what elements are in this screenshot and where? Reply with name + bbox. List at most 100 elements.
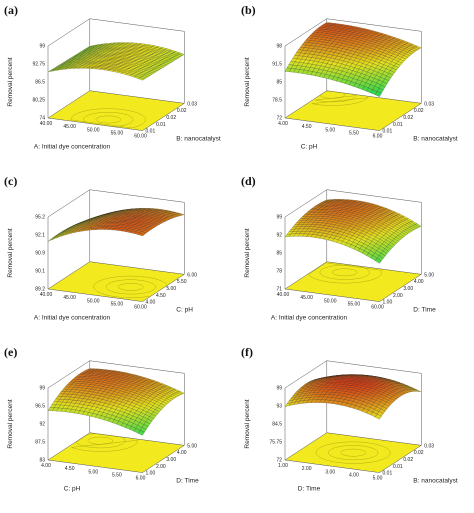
panel-a: (a) 74 80.25 86.5 92.75 99 40.00 45.00 50.00 55.0… [0,0,237,171]
x-axis-label: D: Time [298,486,321,493]
z-tick-label: 99 [39,44,45,50]
floor-contour [315,441,391,464]
z-axis-label: Removal percent [244,228,251,277]
z-tick-label: 71 [276,287,282,293]
floor-contour [308,262,383,284]
surface-cell [138,233,145,237]
z-tick-label: 75.75 [269,440,282,446]
z-tick-label: 83 [39,458,45,464]
x-tick-label: 4.00 [349,472,359,478]
x-axis-label: C: pH [301,144,318,151]
x-axis-label: A: Initial dye concentration [34,315,111,322]
x-tick-label: 5.00 [325,127,335,133]
panel-c: (c) 89.2 90.1 90.9 92.1 95.2 40.00 45.00 50.00 55… [0,171,237,342]
z-tick-label: 93 [276,404,282,410]
x-tick-label: 45.00 [63,124,76,130]
y-tick-label: 0.02 [166,115,176,121]
floor-plane [284,261,423,302]
z-tick-label: 96.5 [35,404,45,410]
z-tick-label: 92.75 [32,62,45,68]
z-tick-label: 99 [276,215,282,221]
z-tick-label: 80.25 [32,98,45,104]
box-edge [47,189,90,218]
x-tick-label: 5.50 [349,130,359,136]
x-tick-label: 6.00 [373,134,383,140]
x-tick-label: 4.00 [41,463,51,469]
box-edge [89,18,185,32]
panel-label: (e) [4,345,17,359]
floor-contour [83,112,134,127]
z-tick-label: 98 [276,44,282,50]
y-tick-label: 1.00 [146,471,156,477]
x-tick-label: 2.00 [302,466,312,472]
z-axis-label: Removal percent [7,399,14,448]
z-tick-label: 99 [276,386,282,392]
floor-contour [319,90,345,99]
x-tick-label: 55.00 [348,301,361,307]
box-edge [326,360,422,374]
z-tick-label: 95.2 [35,215,45,221]
x-tick-label: 55.00 [111,301,124,307]
x-tick-label: 45.00 [300,295,313,301]
x-axis-label: A: Initial dye concentration [34,144,111,151]
z-tick-label: 91.5 [272,62,282,68]
floor-contour [95,115,121,124]
y-axis-label: D: Time [176,478,199,485]
surface-cell [375,414,382,420]
y-tick-label: 4.00 [146,300,156,306]
z-tick-label: 92 [39,422,45,428]
panel-b: (b) 72 78.5 85 91.5 98 4.00 4.50 5.00 5.50 6.00 0.0… [237,0,474,171]
y-tick-label: 0.02 [414,108,424,114]
panel-e: (e) 83 87.5 92 96.5 99 4.00 4.50 5.00 5.50 6.00 1.0… [0,342,237,513]
floor-contour [118,283,144,291]
panel-f: (f) 72 75.75 84.5 93 99 1.00 2.00 3.00 4.00 5.00 0.… [237,342,474,513]
box-edge [47,360,90,389]
z-tick-label: 92 [276,233,282,239]
panel-d: (d) 71 78 85 92 99 40.00 45.00 50.00 55.00 60.00 1.… [237,171,474,342]
chart-svg: (e) 83 87.5 92 96.5 99 4.00 4.50 5.00 5.50 6.001.0… [4,345,199,493]
x-tick-label: 3.00 [325,469,335,475]
y-tick-label: 5.00 [424,272,434,278]
chart-svg: (a) 74 80.25 86.5 92.75 99 40.00 45.00 50.00 55.0… [4,3,221,151]
response-surface [47,42,185,81]
z-tick-label: 90.9 [35,251,45,257]
z-tick-label: 78.5 [272,98,282,104]
floor-contour [315,95,358,103]
z-tick-label: 78 [276,269,282,275]
x-tick-label: 4.50 [65,466,75,472]
y-tick-label: 0.03 [424,443,434,449]
y-tick-label: 5.00 [187,443,197,449]
panel-label: (d) [241,174,256,188]
surface-cell [137,77,145,81]
y-axis-label: D: Time [413,307,436,314]
floor-contour [340,448,366,457]
floor-contour [332,268,358,277]
response-surface [47,368,185,436]
y-tick-label: 0.02 [414,450,424,456]
response-surface [47,208,185,242]
box-edge [89,189,185,203]
z-tick-label: 92.1 [35,233,45,239]
chart-svg: (c) 89.2 90.1 90.9 92.1 95.2 40.00 45.00 50.00 55… [4,174,197,322]
floor-contour [311,97,369,106]
box-edge [89,360,185,374]
y-tick-label: 0.01 [383,129,393,135]
y-tick-label: 5.50 [177,279,187,285]
x-tick-label: 45.00 [63,295,76,301]
floor-plane [47,432,186,473]
y-tick-label: 6.00 [187,272,197,278]
x-tick-label: 55.00 [111,130,124,136]
chart-svg: (d) 71 78 85 92 99 40.00 45.00 50.00 55.00 60.001.… [241,174,436,322]
y-tick-label: 0.03 [424,101,434,107]
floor-contour [105,279,156,295]
x-tick-label: 6.00 [136,476,146,482]
y-tick-label: 0.01 [156,122,166,128]
floor-contour [75,433,126,449]
panel-label: (c) [4,174,17,188]
y-tick-label: 3.00 [403,286,413,292]
z-tick-label: 85 [276,251,282,257]
y-tick-label: 0.01 [146,129,156,135]
z-tick-label: 99 [39,386,45,392]
x-tick-label: 4.00 [278,121,288,127]
